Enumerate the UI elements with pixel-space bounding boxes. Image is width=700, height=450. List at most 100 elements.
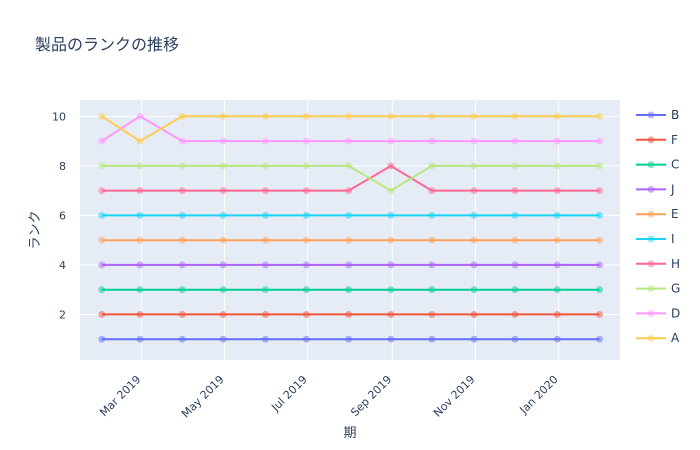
x-tick-label: Nov 2019 (431, 373, 478, 420)
data-point (136, 310, 144, 318)
legend-swatch-marker (647, 161, 655, 169)
data-point (553, 261, 561, 269)
data-point (387, 236, 395, 244)
legend-label: G (671, 282, 680, 296)
data-point (136, 236, 144, 244)
data-point (553, 137, 561, 145)
legend-item-J[interactable]: J (636, 182, 675, 196)
legend-item-D[interactable]: D (636, 306, 680, 320)
data-point (553, 335, 561, 343)
data-point (98, 310, 106, 318)
data-point (596, 236, 604, 244)
legend-swatch-marker (647, 285, 655, 293)
data-point (387, 310, 395, 318)
data-point (596, 112, 604, 120)
data-point (345, 335, 353, 343)
data-point (470, 162, 478, 170)
legend-item-H[interactable]: H (636, 257, 680, 271)
data-point (387, 261, 395, 269)
data-point (261, 211, 269, 219)
series-layer (98, 112, 604, 343)
data-point (387, 335, 395, 343)
legend-item-E[interactable]: E (636, 207, 679, 221)
data-point (98, 261, 106, 269)
data-point (345, 137, 353, 145)
data-point (345, 112, 353, 120)
data-point (511, 137, 519, 145)
data-point (511, 211, 519, 219)
series-F (98, 310, 604, 318)
data-point (219, 162, 227, 170)
data-point (261, 286, 269, 294)
data-point (387, 187, 395, 195)
series-D (98, 112, 604, 145)
data-point (136, 211, 144, 219)
legend-item-C[interactable]: C (636, 158, 679, 172)
data-point (596, 286, 604, 294)
data-point (302, 137, 310, 145)
series-J (98, 261, 604, 269)
legend-label: C (671, 158, 679, 172)
legend-label: E (671, 207, 679, 221)
y-tick-label: 4 (59, 259, 66, 272)
data-point (219, 211, 227, 219)
data-point (511, 187, 519, 195)
data-point (470, 335, 478, 343)
legend-item-B[interactable]: B (636, 108, 679, 122)
data-point (553, 310, 561, 318)
legend-item-A[interactable]: A (636, 331, 680, 345)
data-point (219, 310, 227, 318)
data-point (178, 335, 186, 343)
y-tick-label: 6 (59, 209, 66, 222)
data-point (553, 162, 561, 170)
data-point (596, 211, 604, 219)
data-point (302, 286, 310, 294)
data-point (596, 187, 604, 195)
data-point (511, 286, 519, 294)
data-point (511, 261, 519, 269)
data-point (387, 286, 395, 294)
data-point (428, 211, 436, 219)
x-tick-label: May 2019 (179, 373, 227, 421)
x-axis-ticks: Mar 2019 May 2019 Jul 2019 Sep 2019 Nov 2019… (97, 373, 560, 421)
legend-swatch-marker (647, 309, 655, 317)
data-point (98, 137, 106, 145)
legend-item-G[interactable]: G (636, 282, 680, 296)
data-point (98, 112, 106, 120)
data-point (553, 112, 561, 120)
x-tick-label: Jul 2019 (268, 373, 310, 415)
data-point (345, 286, 353, 294)
data-point (553, 286, 561, 294)
data-point (428, 137, 436, 145)
data-point (345, 187, 353, 195)
data-point (178, 162, 186, 170)
legend-swatch-marker (647, 235, 655, 243)
data-point (136, 286, 144, 294)
data-point (136, 187, 144, 195)
legend-item-I[interactable]: I (636, 232, 675, 246)
data-point (553, 211, 561, 219)
data-point (302, 310, 310, 318)
series-B (98, 335, 604, 343)
data-point (387, 112, 395, 120)
data-point (428, 261, 436, 269)
data-point (136, 162, 144, 170)
data-point (470, 310, 478, 318)
data-point (511, 112, 519, 120)
series-H (98, 162, 604, 195)
data-point (261, 162, 269, 170)
legend-label: J (670, 182, 675, 196)
data-point (470, 261, 478, 269)
data-point (387, 137, 395, 145)
data-point (428, 286, 436, 294)
legend-label: I (671, 232, 675, 246)
series-C (98, 286, 604, 294)
x-tick-label: Mar 2019 (97, 373, 143, 419)
data-point (345, 211, 353, 219)
data-point (219, 335, 227, 343)
legend-item-F[interactable]: F (636, 133, 678, 147)
data-point (136, 137, 144, 145)
